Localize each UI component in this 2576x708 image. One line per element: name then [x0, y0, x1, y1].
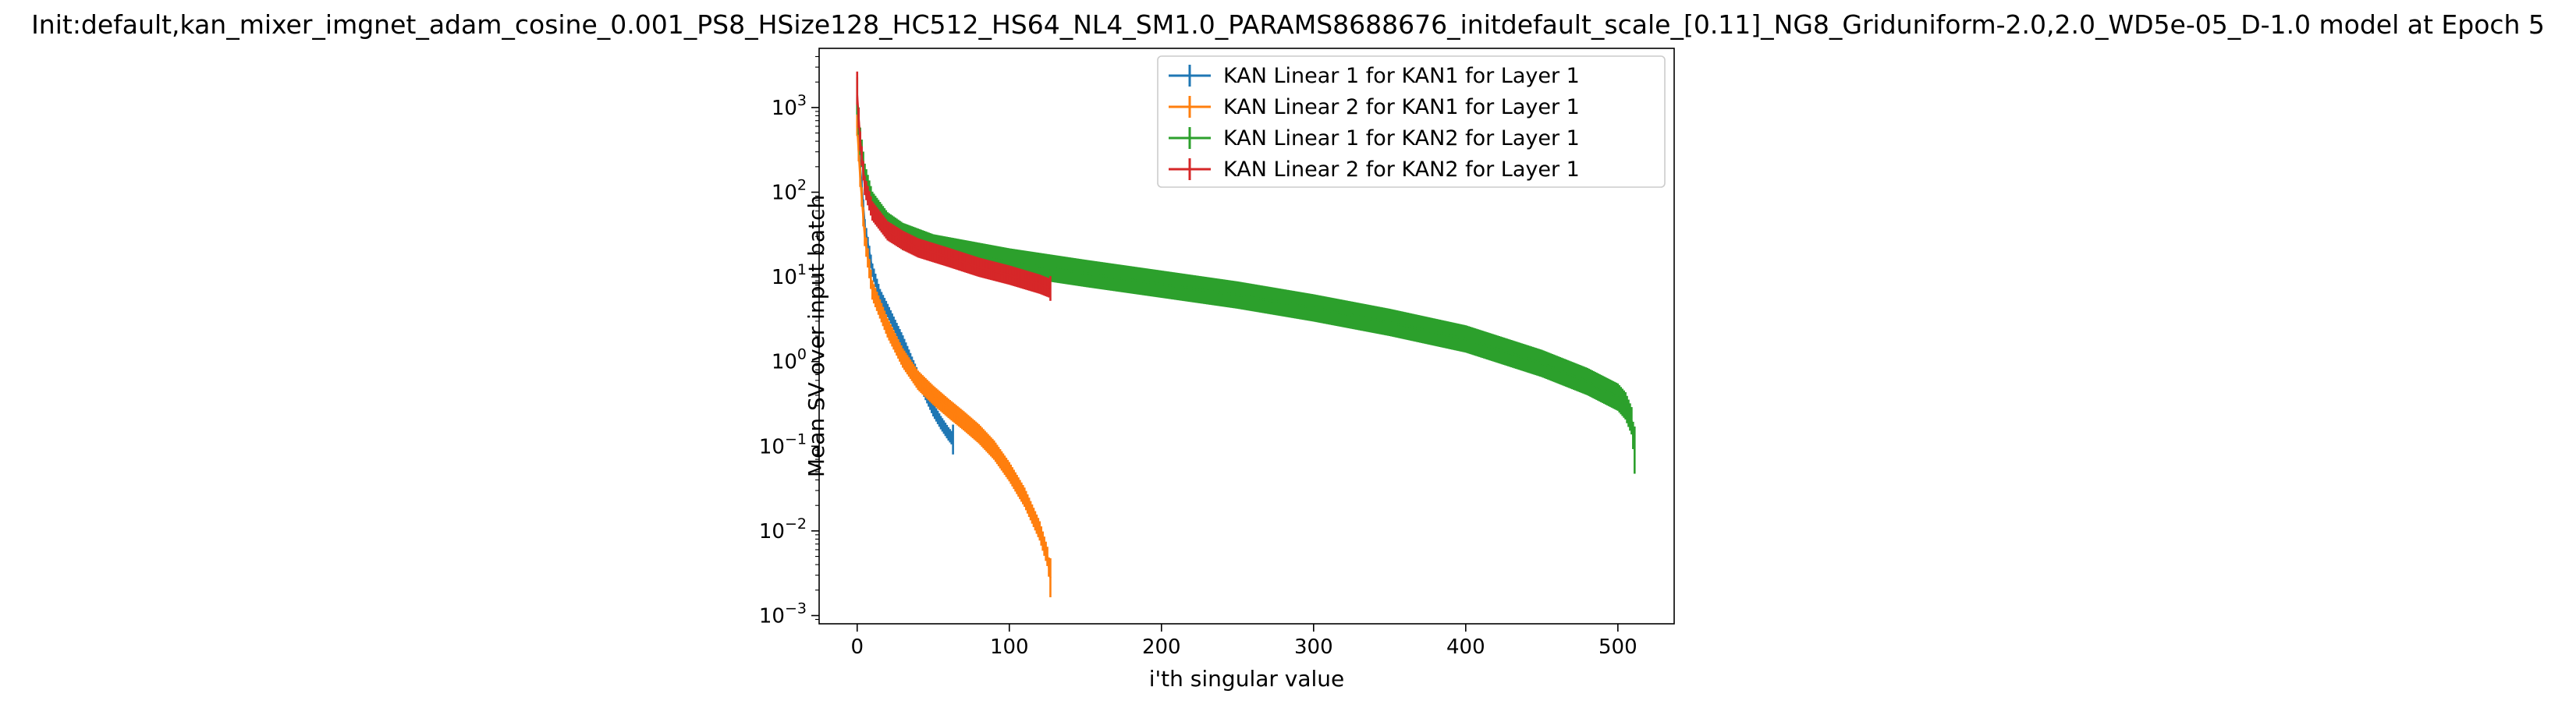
legend-item: KAN Linear 2 for KAN1 for Layer 1 — [1169, 95, 1580, 119]
series-2 — [856, 102, 1052, 597]
series-2-line — [856, 126, 1052, 579]
legend-item: KAN Linear 2 for KAN2 for Layer 1 — [1169, 158, 1580, 182]
x-tick-label: 200 — [1142, 635, 1181, 659]
y-tick-base: 10 — [772, 266, 797, 289]
y-tick-label: 102 — [772, 177, 807, 205]
y-tick-label: 101 — [772, 261, 807, 289]
legend-label: KAN Linear 1 for KAN1 for Layer 1 — [1223, 64, 1580, 88]
series-1-line — [856, 120, 954, 441]
y-tick-base: 10 — [759, 520, 785, 543]
y-tick-label: 10−3 — [759, 600, 807, 628]
series-3-line — [856, 101, 1636, 451]
legend: KAN Linear 1 for KAN1 for Layer 1 KAN Lin… — [1157, 55, 1666, 188]
x-axis-label: i'th singular value — [1149, 666, 1345, 692]
y-tick-exponent: 3 — [797, 92, 807, 109]
x-tick-label: 400 — [1446, 635, 1485, 659]
x-axis: 0 100 200 300 400 500 — [850, 624, 1637, 659]
y-axis-label: Mean SV over input batch — [804, 195, 829, 477]
legend-item: KAN Linear 1 for KAN2 for Layer 1 — [1169, 126, 1580, 150]
series-4-line — [856, 94, 1051, 290]
legend-item: KAN Linear 1 for KAN1 for Layer 1 — [1169, 64, 1580, 88]
plot-area — [856, 71, 1636, 597]
x-tick-label: 0 — [850, 635, 864, 659]
legend-label: KAN Linear 1 for KAN2 for Layer 1 — [1223, 126, 1580, 150]
y-tick-base: 10 — [772, 351, 797, 374]
y-tick-exponent: 0 — [797, 346, 807, 363]
y-tick-exponent: −1 — [785, 430, 807, 448]
legend-box — [1157, 55, 1666, 188]
y-tick-base: 10 — [759, 604, 785, 628]
y-tick-base: 10 — [772, 182, 797, 205]
legend-label: KAN Linear 2 for KAN2 for Layer 1 — [1223, 158, 1580, 182]
x-tick-label: 500 — [1598, 635, 1637, 659]
x-tick-label: 100 — [990, 635, 1029, 659]
y-tick-label: 10−2 — [759, 515, 807, 543]
y-tick-label: 100 — [772, 346, 807, 374]
y-tick-base: 10 — [759, 435, 785, 458]
y-tick-label: 103 — [772, 92, 807, 120]
y-tick-base: 10 — [772, 97, 797, 120]
y-tick-label: 10−1 — [759, 430, 807, 458]
legend-label: KAN Linear 2 for KAN1 for Layer 1 — [1223, 95, 1580, 119]
y-tick-exponent: 1 — [797, 261, 807, 278]
y-tick-exponent: 2 — [797, 177, 807, 194]
series-4 — [856, 71, 1052, 301]
y-tick-exponent: −2 — [785, 515, 807, 533]
y-tick-exponent: −3 — [785, 600, 807, 617]
chart-title: Init:default,kan_mixer_imgnet_adam_cosin… — [31, 9, 2545, 40]
x-tick-label: 300 — [1294, 635, 1333, 659]
